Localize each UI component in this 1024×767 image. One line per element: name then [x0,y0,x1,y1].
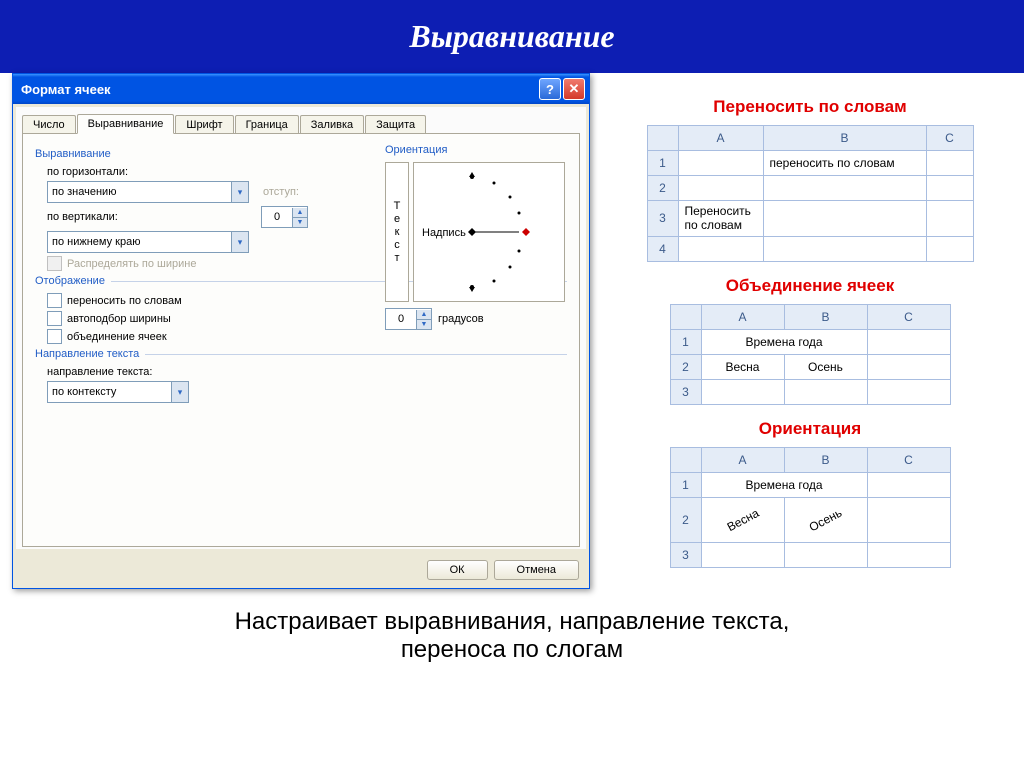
titlebar[interactable]: Формат ячеек ? ✕ [13,74,589,104]
example-orient-title: Ориентация [620,419,1000,439]
tab-strip: Число Выравнивание Шрифт Граница Заливка… [22,113,580,133]
inscription-label: Надпись [422,227,466,239]
vertical-text-button[interactable]: Т е к с т [385,162,409,302]
spinner-up-icon[interactable]: ▲ [417,310,431,320]
slide-caption: Настраивает выравнивания, направление те… [0,608,1024,664]
spinner-degrees-value: 0 [386,313,416,325]
label-horizontal: по горизонтали: [47,166,207,178]
checkbox-merge[interactable]: объединение ячеек [47,329,567,344]
spinner-indent-value: 0 [262,211,292,223]
tab-fill[interactable]: Заливка [300,115,364,134]
combo-vertical-value: по нижнему краю [48,236,231,248]
combo-direction[interactable]: по контексту ▾ [47,381,189,403]
ok-button[interactable]: ОК [427,560,488,580]
section-direction: Направление текста [35,348,567,360]
rotated-text: Весна [724,506,761,534]
combo-direction-value: по контексту [48,386,171,398]
orientation-dial[interactable]: Надпись [413,162,565,302]
tab-font[interactable]: Шрифт [175,115,233,134]
spinner-down-icon[interactable]: ▼ [293,218,307,227]
chevron-down-icon[interactable]: ▾ [171,382,188,402]
example-wrap-table: ABC 1переносить по словам 2 3Переносить … [647,125,974,262]
format-cells-dialog: Формат ячеек ? ✕ Число Выравнивание Шриф… [12,73,590,589]
combo-vertical[interactable]: по нижнему краю ▾ [47,231,249,253]
example-merge-table: ABC 1Времена года 2ВеснаОсень 3 [670,304,951,405]
cancel-button[interactable]: Отмена [494,560,579,580]
example-orient-table: ABC 1Времена года 2ВеснаОсень 3 [670,447,951,568]
combo-horizontal-value: по значению [48,186,231,198]
spinner-up-icon[interactable]: ▲ [293,208,307,218]
combo-horizontal[interactable]: по значению ▾ [47,181,249,203]
tab-number[interactable]: Число [22,115,76,134]
chevron-down-icon[interactable]: ▾ [231,232,248,252]
label-direction: направление текста: [47,366,207,378]
spinner-down-icon[interactable]: ▼ [417,320,431,329]
tab-border[interactable]: Граница [235,115,299,134]
spinner-degrees[interactable]: 0 ▲▼ [385,308,432,330]
example-wrap-title: Переносить по словам [620,97,1000,117]
close-button[interactable]: ✕ [563,78,585,100]
tab-protect[interactable]: Защита [365,115,426,134]
section-orientation: Ориентация [385,144,565,156]
slide-title: Выравнивание [0,0,1024,73]
example-merge-title: Объединение ячеек [620,276,1000,296]
label-indent: отступ: [263,186,299,198]
spinner-indent[interactable]: 0 ▲▼ [261,206,308,228]
dialog-title: Формат ячеек [21,82,111,97]
help-button[interactable]: ? [539,78,561,100]
label-degrees: градусов [438,313,484,325]
tab-alignment[interactable]: Выравнивание [77,114,175,134]
label-vertical: по вертикали: [47,211,207,223]
chevron-down-icon[interactable]: ▾ [231,182,248,202]
rotated-text: Осень [807,505,844,534]
